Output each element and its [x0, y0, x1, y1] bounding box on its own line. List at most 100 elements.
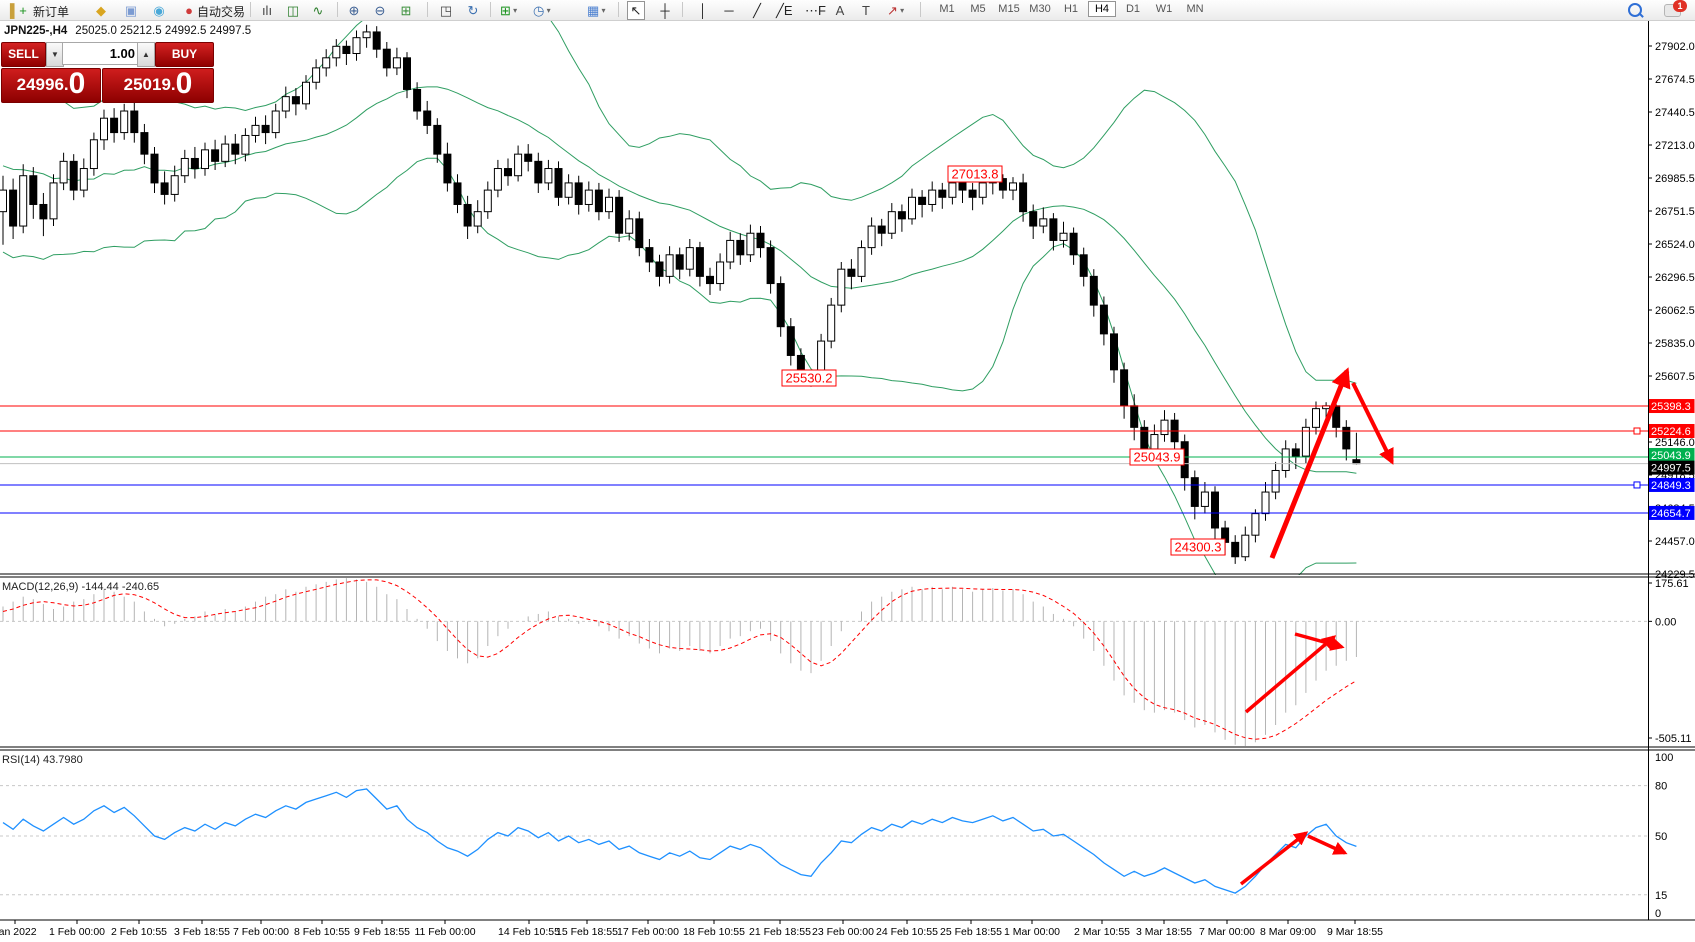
new-order-label[interactable]: 新订单	[33, 5, 70, 19]
sell-price-pips: 0	[68, 67, 86, 100]
timeframe-d1[interactable]: D1	[1125, 3, 1141, 15]
timeframe-m5[interactable]: M5	[970, 3, 986, 15]
zoom-in-icon[interactable]: ⊕	[348, 3, 360, 18]
timeframe-m1[interactable]: M1	[939, 3, 955, 15]
svg-text:175.61: 175.61	[1655, 578, 1689, 590]
svg-text:1 Feb 00:00: 1 Feb 00:00	[49, 926, 105, 938]
buy-price-pips: 0	[175, 67, 193, 100]
line-chart-icon[interactable]: ∿	[312, 3, 324, 18]
svg-text:24654.7: 24654.7	[1651, 508, 1691, 520]
svg-text:24849.3: 24849.3	[1651, 480, 1691, 492]
buy-price-button[interactable]: 25019.0	[102, 68, 214, 103]
vertical-line-icon[interactable]: │	[698, 3, 708, 18]
toolbar-separator	[250, 2, 251, 17]
zoom-out-icon[interactable]: ⊖	[374, 3, 386, 18]
svg-text:50: 50	[1655, 831, 1667, 843]
toolbar-separator	[427, 2, 428, 17]
timeframe-m15[interactable]: M15	[998, 3, 1020, 15]
chart-price-annotation[interactable]: 24300.3	[1170, 538, 1226, 556]
svg-text:2 Mar 10:55: 2 Mar 10:55	[1074, 926, 1130, 938]
horizontal-line-icon[interactable]: ─	[724, 3, 734, 18]
svg-text:24997.5: 24997.5	[1651, 463, 1691, 475]
text-icon[interactable]: A	[835, 3, 845, 18]
svg-text:15: 15	[1655, 890, 1667, 902]
price-axis: 27902.0 27674.5 27440.5 27213.0 26985.5 26751…	[1648, 41, 1695, 581]
macd-label: MACD(12,26,9) -144.44 -240.65	[2, 581, 160, 593]
svg-text:8 Feb 10:55: 8 Feb 10:55	[294, 926, 350, 938]
chart-title: JPN225-,H4 25025.0 25212.5 24992.5 24997.…	[4, 25, 251, 37]
svg-text:3 Feb 18:55: 3 Feb 18:55	[174, 926, 230, 938]
candlestick-chart-icon[interactable]: ◫	[286, 3, 300, 18]
chart-profile-icon[interactable]: ▦ ▾	[587, 3, 606, 18]
chart-price-annotation[interactable]: 25530.2	[781, 369, 837, 387]
signal-icon[interactable]: ◉	[153, 3, 165, 18]
new-order-icon[interactable]: +	[19, 3, 27, 18]
timeframe-m30[interactable]: M30	[1029, 3, 1051, 15]
svg-text:Jan 2022: Jan 2022	[0, 926, 37, 938]
autotrade-label[interactable]: 自动交易	[197, 5, 246, 19]
svg-text:25043.9: 25043.9	[1651, 450, 1691, 462]
text-label-icon[interactable]: T	[862, 3, 870, 18]
channel-icon[interactable]: ╱E	[776, 3, 793, 18]
bar-chart-icon[interactable]: ılı	[261, 3, 273, 18]
volume-increase-button[interactable]: ▲	[137, 42, 155, 67]
svg-text:23 Feb 00:00: 23 Feb 00:00	[812, 926, 874, 938]
chart-price-annotation[interactable]: 25043.9	[1129, 448, 1185, 466]
timeframe-mn[interactable]: MN	[1186, 3, 1204, 15]
buy-button[interactable]: BUY	[155, 42, 214, 67]
timeframe-w1[interactable]: W1	[1155, 3, 1173, 15]
crosshair-icon[interactable]: ┼	[660, 3, 670, 18]
sell-price-main: 24996	[16, 75, 64, 94]
volume-input[interactable]	[62, 42, 138, 65]
auto-scroll-icon[interactable]: ↻	[467, 3, 479, 18]
eraser-icon[interactable]: ◆	[96, 3, 106, 18]
fibonacci-icon[interactable]: ⋯F	[805, 3, 826, 18]
svg-text:-505.11: -505.11	[1655, 733, 1692, 745]
svg-text:7 Mar 00:00: 7 Mar 00:00	[1199, 926, 1255, 938]
sell-price-button[interactable]: 24996.0	[1, 68, 101, 103]
panel-separators	[0, 20, 1695, 921]
terminal-icon[interactable]: ▣	[124, 3, 138, 18]
arrows-icon[interactable]: ↗ ▾	[887, 3, 905, 18]
svg-text:15 Feb 18:55: 15 Feb 18:55	[556, 926, 618, 938]
chart-window-icon[interactable]: ▐	[5, 3, 15, 18]
indicator-window-icon[interactable]: ◳	[439, 3, 453, 18]
svg-text:0.00: 0.00	[1655, 616, 1676, 628]
toolbar-separator	[490, 2, 491, 17]
svg-text:26751.5: 26751.5	[1655, 206, 1695, 218]
timeframe-h1[interactable]: H1	[1063, 3, 1079, 15]
svg-text:17 Feb 00:00: 17 Feb 00:00	[617, 926, 679, 938]
svg-text:27902.0: 27902.0	[1655, 41, 1695, 53]
svg-text:0: 0	[1655, 908, 1661, 920]
svg-text:27674.5: 27674.5	[1655, 74, 1695, 86]
one-click-trading-panel: SELL ▼ ▲ BUY 24996.0 25019.0	[0, 42, 214, 103]
ohlc-label: 25025.0 25212.5 24992.5 24997.5	[75, 25, 252, 37]
svg-text:26985.5: 26985.5	[1655, 173, 1695, 185]
tile-windows-icon[interactable]: ⊞	[400, 3, 412, 18]
rsi-panel: 100 80 50 15 0	[0, 752, 1673, 920]
svg-text:11 Feb 00:00: 11 Feb 00:00	[414, 926, 475, 938]
svg-text:100: 100	[1655, 752, 1673, 764]
trendline-icon[interactable]: ╱	[753, 3, 761, 18]
timeframe-h4[interactable]: H4	[1088, 1, 1116, 17]
svg-text:24 Feb 10:55: 24 Feb 10:55	[876, 926, 938, 938]
add-indicator-icon[interactable]: ⊞ ▾	[500, 3, 518, 18]
chat-bubble-icon[interactable]: 1	[1664, 0, 1687, 17]
chart-price-annotation[interactable]: 27013.8	[947, 165, 1003, 183]
svg-text:24229.5: 24229.5	[1655, 569, 1695, 581]
toolbar-separator	[618, 2, 619, 17]
time-axis: Jan 2022 1 Feb 00:00 2 Feb 10:55 3 Feb 18:5…	[0, 920, 1383, 938]
period-clock-icon[interactable]: ◷ ▾	[533, 3, 551, 18]
svg-text:25 Feb 18:55: 25 Feb 18:55	[940, 926, 1002, 938]
sell-button[interactable]: SELL	[1, 42, 46, 67]
rsi-label: RSI(14) 43.7980	[2, 754, 83, 766]
svg-text:1 Mar 00:00: 1 Mar 00:00	[1004, 926, 1060, 938]
svg-text:2 Feb 10:55: 2 Feb 10:55	[111, 926, 167, 938]
cursor-icon[interactable]: ↖	[627, 1, 645, 20]
svg-text:14 Feb 10:55: 14 Feb 10:55	[498, 926, 560, 938]
search-icon[interactable]	[1628, 3, 1644, 18]
autotrade-icon[interactable]: ●	[185, 3, 193, 18]
buy-price-main: 25019	[123, 75, 171, 94]
